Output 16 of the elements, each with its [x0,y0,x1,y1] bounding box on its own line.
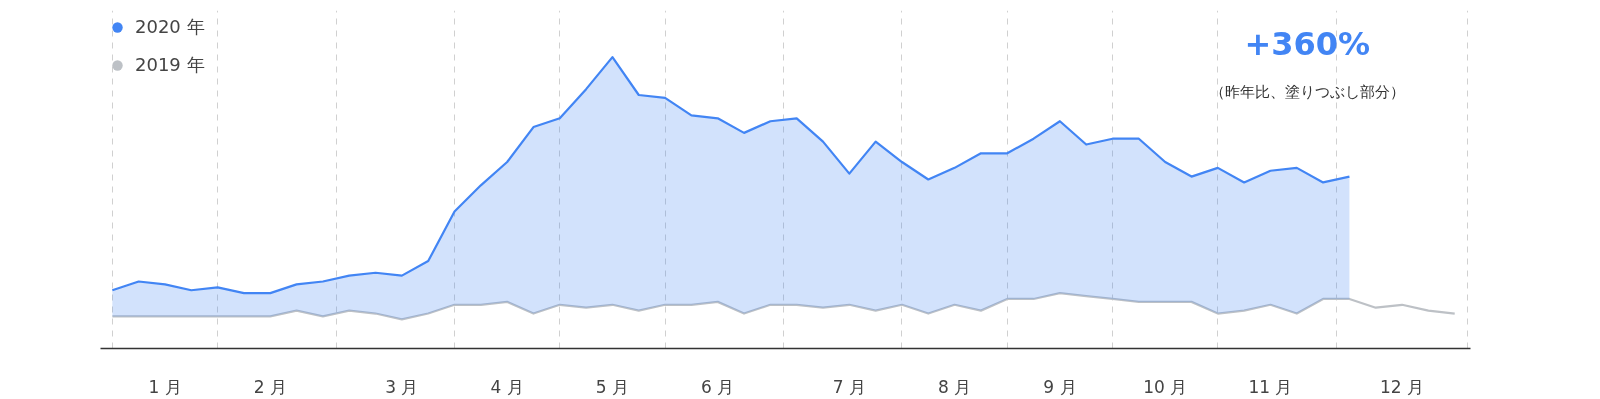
x-tick-label: 3 月 [385,376,419,397]
legend-label: 2019 年 [135,53,205,77]
annotation: +360% [1244,24,1371,63]
x-tick-label: 12 月 [1380,376,1425,397]
x-tick-label: 7 月 [832,376,866,397]
legend-label: 2020 年 [135,15,205,39]
x-tick-label: 5 月 [595,376,630,397]
annotation: （昨年比、塗りつぶし部分） [1209,82,1405,101]
x-tick-label: 11 月 [1248,376,1293,397]
x-tick-label: 4 月 [490,376,524,397]
x-tick-label: 9 月 [1043,376,1077,397]
x-tick-label: 8 月 [938,376,972,397]
x-tick-label: 6 月 [701,376,735,397]
x-tick-label: 10 月 [1143,376,1188,397]
x-tick-label: 1 月 [148,376,182,397]
x-tick-label: 2 月 [253,376,287,397]
